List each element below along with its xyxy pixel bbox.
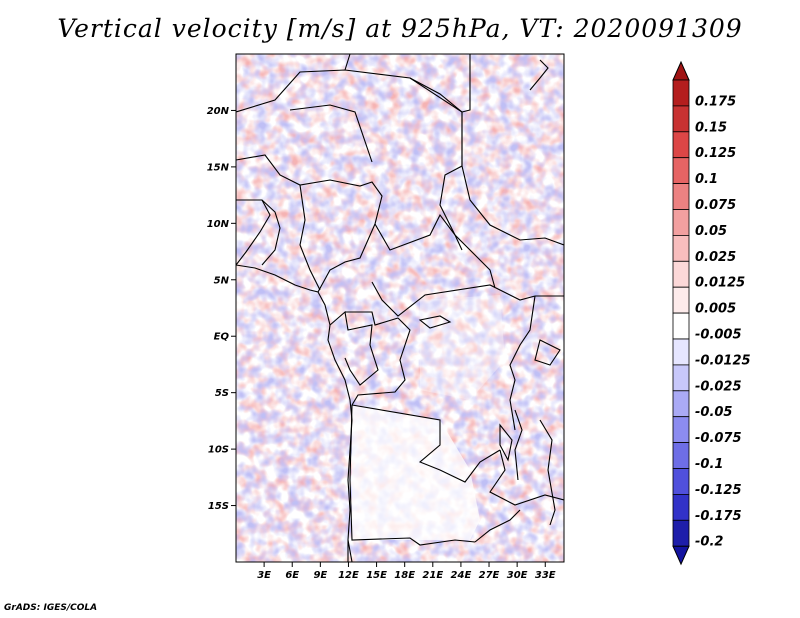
- lat-tick-label: 5S: [215, 388, 229, 399]
- velocity-field: [236, 54, 564, 562]
- colorbar-swatch: [672, 364, 690, 392]
- colorbar-swatch: [672, 234, 690, 262]
- colorbar-swatch: [672, 468, 690, 495]
- lat-tick-label: 10N: [207, 219, 230, 230]
- colorbar-label: -0.125: [695, 483, 742, 498]
- colorbar-label: -0.2: [695, 535, 723, 550]
- lon-tick-label: 9E: [313, 570, 327, 581]
- colorbar-label: 0.175: [695, 94, 736, 109]
- longitude-axis: 3E 6E 9E 12E 15E 18E 21E 24E 27E 30E 33E: [257, 562, 556, 581]
- lon-tick-label: 15E: [366, 570, 387, 581]
- lat-tick-label: 5N: [214, 275, 230, 286]
- colorbar-label: 0.125: [695, 146, 736, 161]
- colorbar-label: 0.0125: [695, 276, 745, 291]
- colorbar-swatch: [672, 157, 690, 184]
- lat-tick-label: 15S: [208, 501, 229, 512]
- colorbar-swatch: [672, 519, 690, 547]
- colorbar-swatch: [672, 442, 690, 469]
- colorbar-label: 0.025: [695, 250, 736, 265]
- lon-tick-label: 3E: [257, 570, 271, 581]
- country-boundaries: [236, 54, 564, 562]
- coastline: [236, 264, 353, 562]
- lon-tick-label: 18E: [394, 570, 415, 581]
- lon-tick-label: 24E: [451, 570, 472, 581]
- lat-tick-label: 10S: [208, 445, 229, 456]
- lon-tick-label: 33E: [535, 570, 556, 581]
- colorbar-swatch: [672, 183, 690, 210]
- map-frame: [235, 53, 565, 563]
- lat-tick-label: EQ: [214, 332, 230, 343]
- colorbar-swatch: [672, 338, 690, 366]
- colorbar: 0.175 0.15 0.125 0.1 0.075 0.05 0.025 0.0125 0.0…: [672, 60, 751, 566]
- lat-tick-label: 20N: [207, 106, 230, 117]
- colorbar-label: 0.1: [695, 172, 718, 187]
- grads-credit: GrADS: IGES/COLA: [4, 603, 98, 613]
- lon-tick-label: 12E: [338, 570, 359, 581]
- colorbar-label: -0.05: [695, 405, 732, 420]
- colorbar-label: -0.1: [695, 457, 723, 472]
- colorbar-label: -0.0125: [695, 353, 751, 368]
- colorbar-swatch: [672, 286, 690, 314]
- latitude-axis: 20N 15N 10N 5N EQ 5S 10S 15S: [207, 106, 236, 512]
- colorbar-bottom-arrow: [672, 545, 690, 566]
- colorbar-swatch: [672, 105, 690, 133]
- colorbar-label: 0.075: [695, 198, 736, 213]
- chart-title: Vertical velocity [m/s] at 925hPa, VT: 2…: [57, 14, 743, 43]
- colorbar-label: -0.025: [695, 379, 742, 394]
- lon-tick-label: 6E: [285, 570, 299, 581]
- colorbar-label: 0.05: [695, 224, 727, 239]
- colorbar-swatch: [672, 416, 690, 444]
- colorbar-swatch: [672, 312, 690, 340]
- colorbar-swatch: [672, 493, 690, 521]
- colorbar-top-arrow: [672, 60, 690, 81]
- colorbar-swatch: [672, 260, 690, 288]
- lon-tick-label: 27E: [479, 570, 500, 581]
- colorbar-label: -0.175: [695, 509, 742, 524]
- colorbar-label: -0.005: [695, 328, 742, 343]
- colorbar-swatch: [672, 131, 690, 159]
- colorbar-swatch: [672, 209, 690, 236]
- colorbar-label: 0.15: [695, 120, 727, 135]
- colorbar-swatch: [672, 390, 690, 418]
- colorbar-label: 0.005: [695, 302, 736, 317]
- lon-tick-label: 30E: [507, 570, 528, 581]
- lon-tick-label: 21E: [422, 570, 443, 581]
- lat-tick-label: 15N: [207, 162, 230, 173]
- colorbar-label: -0.075: [695, 431, 742, 446]
- colorbar-swatch: [672, 79, 690, 107]
